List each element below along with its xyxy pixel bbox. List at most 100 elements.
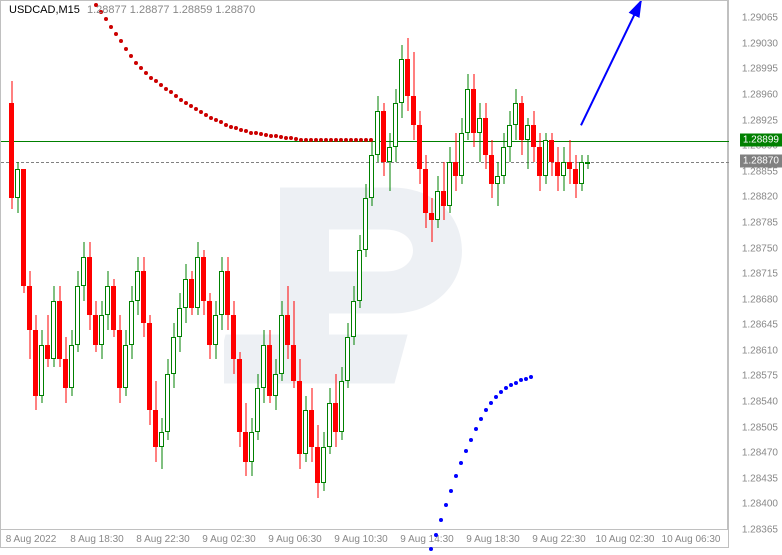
candle: [363, 184, 368, 257]
candle: [231, 301, 236, 374]
y-axis-label: 1.28610: [742, 345, 778, 356]
candle: [537, 133, 542, 191]
candle: [69, 330, 74, 396]
candle: [519, 96, 524, 154]
indicator-upper-dot: [369, 138, 373, 142]
indicator-upper-dot: [354, 138, 358, 142]
indicator-upper-dot: [179, 98, 183, 102]
candle: [51, 286, 56, 366]
y-axis-label: 1.28365: [742, 525, 778, 536]
indicator-lower-dot: [474, 427, 478, 431]
candle: [237, 352, 242, 447]
candle: [495, 162, 500, 206]
candle: [207, 293, 212, 359]
indicator-lower-dot: [469, 438, 473, 442]
indicator-upper-dot: [234, 126, 238, 130]
indicator-upper-dot: [224, 123, 228, 127]
candle: [249, 418, 254, 476]
candle: [195, 242, 200, 315]
y-axis-label: 1.28925: [742, 115, 778, 126]
indicator-lower-dot: [434, 533, 438, 537]
indicator-upper-dot: [339, 138, 343, 142]
indicator-upper-dot: [139, 66, 143, 70]
y-axis-label: 1.28855: [742, 166, 778, 177]
y-axis-label: 1.28505: [742, 422, 778, 433]
x-axis-label: 9 Aug 06:30: [268, 534, 321, 545]
candle: [513, 89, 518, 140]
candle: [321, 432, 326, 490]
candle: [297, 359, 302, 469]
candle: [255, 374, 260, 440]
indicator-upper-dot: [144, 71, 148, 75]
indicator-upper-dot: [264, 133, 268, 137]
candle: [39, 330, 44, 403]
candle: [291, 301, 296, 389]
indicator-upper-dot: [119, 39, 123, 43]
candle: [63, 337, 68, 403]
candle: [219, 257, 224, 330]
candle: [315, 425, 320, 498]
x-axis-label: 10 Aug 06:30: [662, 534, 721, 545]
candle: [393, 89, 398, 162]
indicator-upper-dot: [199, 110, 203, 114]
candle: [171, 323, 176, 389]
indicator-upper-dot: [284, 136, 288, 140]
indicator-upper-dot: [249, 131, 253, 135]
symbol-label: USDCAD,M15: [9, 4, 80, 16]
candle: [567, 140, 572, 184]
indicator-upper-dot: [304, 138, 308, 142]
candle: [213, 301, 218, 359]
candle: [165, 359, 170, 439]
candle: [201, 250, 206, 316]
candle: [105, 271, 110, 329]
candle: [483, 103, 488, 169]
x-axis-label: 9 Aug 10:30: [334, 534, 387, 545]
candle: [387, 133, 392, 191]
y-axis: 1.28899 1.28870 1.290651.290301.289951.2…: [728, 0, 782, 548]
chart-container[interactable]: USDCAD,M15 1.28877 1.28877 1.28859 1.288…: [0, 0, 728, 548]
indicator-upper-dot: [124, 47, 128, 51]
indicator-upper-dot: [134, 61, 138, 65]
candle: [21, 169, 26, 293]
candle: [93, 301, 98, 352]
y-axis-label: 1.28820: [742, 192, 778, 203]
indicator-lower-dot: [449, 489, 453, 493]
x-axis-label: 9 Aug 14:30: [400, 534, 453, 545]
indicator-upper-dot: [239, 128, 243, 132]
indicator-lower-dot: [479, 417, 483, 421]
y-axis-label: 1.28960: [742, 90, 778, 101]
indicator-upper-dot: [104, 17, 108, 21]
candle: [261, 330, 266, 403]
indicator-lower-dot: [529, 375, 533, 379]
candle: [123, 330, 128, 396]
y-axis-label: 1.28400: [742, 499, 778, 510]
candle: [177, 293, 182, 351]
candle: [189, 271, 194, 315]
candle: [153, 381, 158, 461]
candle: [357, 235, 362, 308]
candle: [453, 133, 458, 191]
x-axis-label: 9 Aug 18:30: [466, 534, 519, 545]
candle: [303, 396, 308, 462]
y-axis-label: 1.28750: [742, 243, 778, 254]
candle: [543, 133, 548, 184]
indicator-upper-dot: [329, 138, 333, 142]
candle: [525, 118, 530, 169]
indicator-upper-dot: [299, 138, 303, 142]
candle: [573, 155, 578, 199]
indicator-lower-dot: [464, 449, 468, 453]
candle: [117, 315, 122, 403]
candle: [429, 198, 434, 242]
x-axis-label: 8 Aug 2022: [6, 534, 57, 545]
candle: [531, 111, 536, 162]
indicator-upper-dot: [149, 76, 153, 80]
x-axis-label: 8 Aug 18:30: [70, 534, 123, 545]
candle: [135, 257, 140, 315]
y-axis-label: 1.28680: [742, 294, 778, 305]
candle: [279, 301, 284, 381]
x-axis-label: 9 Aug 02:30: [202, 534, 255, 545]
candle: [447, 147, 452, 213]
indicator-lower-dot: [519, 378, 523, 382]
indicator-upper-dot: [314, 138, 318, 142]
y-axis-label: 1.29030: [742, 38, 778, 49]
